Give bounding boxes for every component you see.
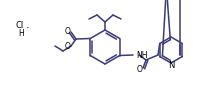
Text: ·: ·	[26, 23, 30, 33]
Text: O: O	[137, 65, 143, 74]
Text: N: N	[168, 61, 174, 69]
Text: O: O	[65, 27, 71, 36]
Text: NH: NH	[136, 50, 148, 60]
Text: Cl: Cl	[15, 20, 23, 29]
Text: O: O	[65, 41, 71, 50]
Text: H: H	[18, 28, 24, 37]
